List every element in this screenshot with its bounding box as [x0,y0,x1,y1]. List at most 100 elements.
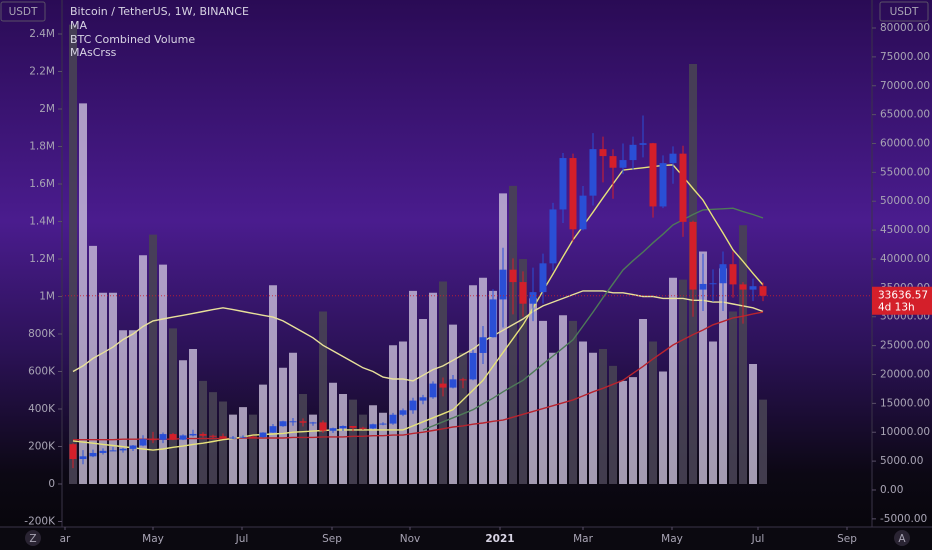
candle-body [309,422,317,424]
volume-bar [669,277,677,485]
auto-scale-button[interactable]: A [898,533,906,545]
candle-body [159,434,167,440]
volume-bar [319,311,327,485]
candle-body [99,450,107,453]
left-unit: USDT [9,6,38,18]
last-price-label: 33636.57 [878,290,928,302]
candle-body [469,352,477,380]
ma-layer [72,164,764,451]
candle-body [549,209,557,264]
candle-body [319,422,327,431]
candle-body [539,263,547,293]
volume-bar [739,225,747,485]
volume-bar [69,24,77,485]
candle-body [389,414,397,424]
candle-body [229,437,237,439]
volume-bar [519,258,527,485]
y-tick-label: 1.8M [29,140,55,152]
x-tick-label: May [661,533,683,545]
last-price-tag [872,286,932,315]
candle-body [209,435,217,437]
candle-body [499,269,507,300]
candle-body [249,436,257,438]
candle-body [179,435,187,440]
candle-body [279,421,287,427]
candle-body [759,286,767,296]
right-unit: USDT [890,6,919,18]
volume-bar [649,341,657,485]
y-tick-label: 0 [48,478,55,490]
candle-body [449,379,457,388]
candle-body [709,283,717,285]
volume-bar [119,330,127,485]
button-bg[interactable] [25,530,41,546]
candle-body [559,158,567,210]
candle-body [719,264,727,284]
candle-body [189,433,197,436]
candle-layer [62,115,872,469]
candle-body [239,436,247,438]
candle-body [609,156,617,168]
x-tick-label: Sep [837,533,857,545]
candle-body [349,426,357,428]
corner-buttons: Z A [25,530,910,546]
volume-bar [329,382,337,485]
volume-bar [539,320,547,485]
candle-body [589,149,597,196]
candle-body [429,383,437,398]
y2-tick-label: 75000.00 [880,51,930,63]
candle-body [419,397,427,401]
volume-bar [109,292,117,485]
candle-body [79,456,87,460]
volume-bar [529,298,537,485]
y-tick-label: 2.2M [29,65,55,77]
candle-body [479,337,487,353]
volume-bar [699,251,707,485]
candle-body [359,427,367,429]
candle-body [269,426,277,433]
volume-bar [249,414,257,485]
x-tick-label: ar [60,533,71,545]
candle-body [219,436,227,439]
candle-body [109,450,117,452]
candle-body [139,439,147,446]
volume-bar [139,255,147,485]
x-tick-label: Sep [322,533,342,545]
candle-body [739,284,747,290]
y2-tick-label: 25000.00 [880,340,930,352]
candle-body [519,282,527,304]
candle-body [259,432,267,438]
y-tick-label: 2.4M [29,28,55,40]
candle-body [639,143,647,145]
volume-bar [449,324,457,485]
left-unit-box [0,1,46,22]
volume-bar [369,405,377,485]
volume-bar [639,319,647,485]
y2-tick-label: 55000.00 [880,166,930,178]
volume-bar [489,290,497,485]
moving-average-line [72,164,764,451]
indicator-label: BTC Combined Volume [70,33,195,46]
y2-tick-label: 15000.00 [880,397,930,409]
volume-bar [229,414,237,485]
volume-bar [569,320,577,485]
volume-bar [679,279,687,485]
candle-body [339,426,347,429]
button-bg[interactable] [894,530,910,546]
x-axis-strip [0,527,932,550]
volume-bar [339,394,347,485]
volume-bar [359,414,367,485]
volume-bar [749,364,757,485]
y2-tick-label: 80000.00 [880,22,930,34]
volume-bar [619,380,627,485]
volume-bar [179,360,187,485]
volume-bar [499,193,507,485]
volume-bar [559,315,567,485]
zoom-button[interactable]: Z [29,533,36,545]
candle-body [409,400,417,411]
candle-body [679,153,687,222]
candle-body [439,383,447,388]
candle-body [629,144,637,161]
volume-bar [309,414,317,485]
